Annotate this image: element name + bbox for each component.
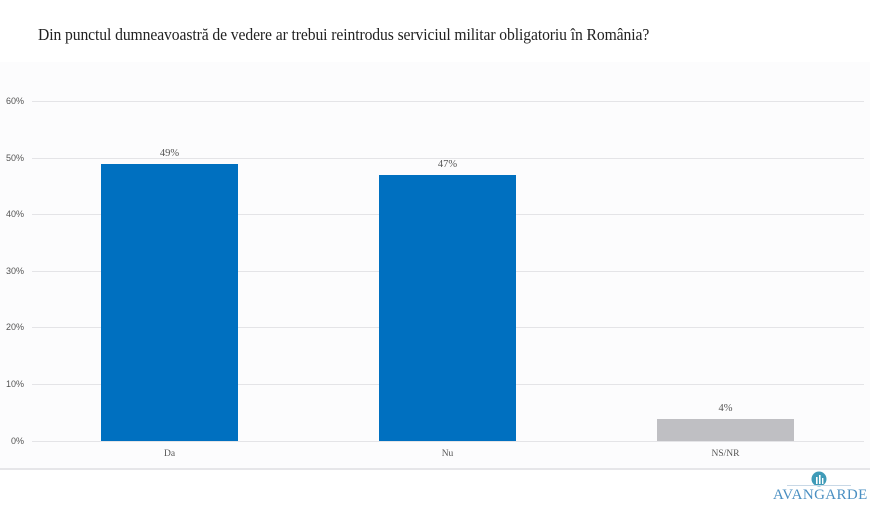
y-tick-label: 10% (5, 379, 24, 389)
logo-tagline-line (787, 485, 851, 486)
bar-da (101, 164, 238, 441)
divider-line (0, 468, 870, 470)
data-label-nu: 47% (437, 159, 458, 170)
bar-ns-nr (657, 419, 794, 441)
y-tick-label: 60% (5, 96, 24, 106)
y-tick-label: 30% (5, 266, 24, 276)
data-label-da: 49% (159, 148, 180, 159)
x-tick-nu: Nu (441, 449, 454, 459)
logo-mark-icon (811, 471, 827, 487)
y-tick-label: 40% (5, 209, 24, 219)
gridline-0 (32, 441, 864, 442)
x-tick-ns-nr: NS/NR (711, 449, 740, 459)
gridline-60 (32, 101, 864, 102)
bar-nu (379, 175, 516, 441)
y-tick-label: 50% (5, 153, 24, 163)
x-tick-da: Da (163, 449, 176, 459)
chart-title: Din punctul dumneavoastră de vedere ar t… (38, 25, 650, 44)
y-tick-label: 20% (5, 322, 24, 332)
avangarde-logo: AVANGARDE (773, 470, 868, 504)
data-label-ns-nr: 4% (718, 403, 733, 414)
logo-text: AVANGARDE (773, 487, 868, 503)
gridline-50 (32, 158, 864, 159)
y-tick-label: 0% (10, 436, 24, 446)
